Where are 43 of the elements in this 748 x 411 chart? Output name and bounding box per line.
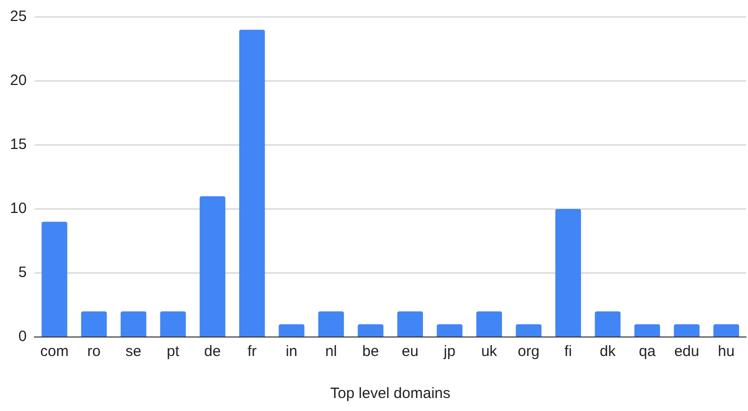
bar (120, 311, 146, 336)
x-tick-label: de (204, 343, 221, 360)
x-tick-label: edu (674, 343, 700, 360)
bar (594, 311, 621, 336)
x-tick-label: qa (638, 343, 656, 360)
bar (278, 324, 304, 336)
y-tick-label: 5 (18, 264, 27, 282)
y-tick-label: 20 (10, 72, 27, 90)
x-tick-label: com (40, 343, 69, 360)
bar (318, 311, 344, 336)
bar (634, 324, 660, 336)
bar (713, 324, 740, 336)
bar (674, 324, 700, 336)
x-tick-label: eu (402, 343, 418, 360)
bar (476, 311, 502, 336)
bar (81, 311, 107, 336)
x-tick-label: uk (481, 343, 498, 360)
bar (397, 311, 423, 336)
bar (42, 222, 68, 336)
y-tick-label: 15 (10, 136, 27, 154)
x-tick-label: nl (325, 343, 337, 360)
x-tick-label: in (286, 343, 298, 360)
x-tick-label: be (362, 343, 379, 360)
x-tick-label: org (518, 343, 540, 360)
x-tick-label: ro (87, 343, 101, 360)
bar (200, 196, 226, 336)
bar (555, 209, 582, 336)
x-axis-title: Top level domains (330, 385, 450, 402)
x-tick-label: jp (442, 343, 456, 360)
bar (239, 30, 265, 336)
y-tick-label: 0 (18, 328, 27, 346)
y-tick-label: 10 (10, 200, 27, 218)
x-tick-label: dk (600, 343, 616, 360)
x-tick-label: pt (166, 343, 180, 360)
x-tick-label: fr (247, 343, 257, 360)
x-tick-label: hu (718, 343, 735, 360)
x-tick-label: fi (564, 343, 572, 360)
bar (358, 324, 384, 336)
bar (160, 311, 186, 336)
y-tick-label: 25 (10, 8, 27, 26)
bar (516, 324, 542, 336)
bar (436, 324, 462, 336)
x-tick-label: se (126, 343, 142, 360)
